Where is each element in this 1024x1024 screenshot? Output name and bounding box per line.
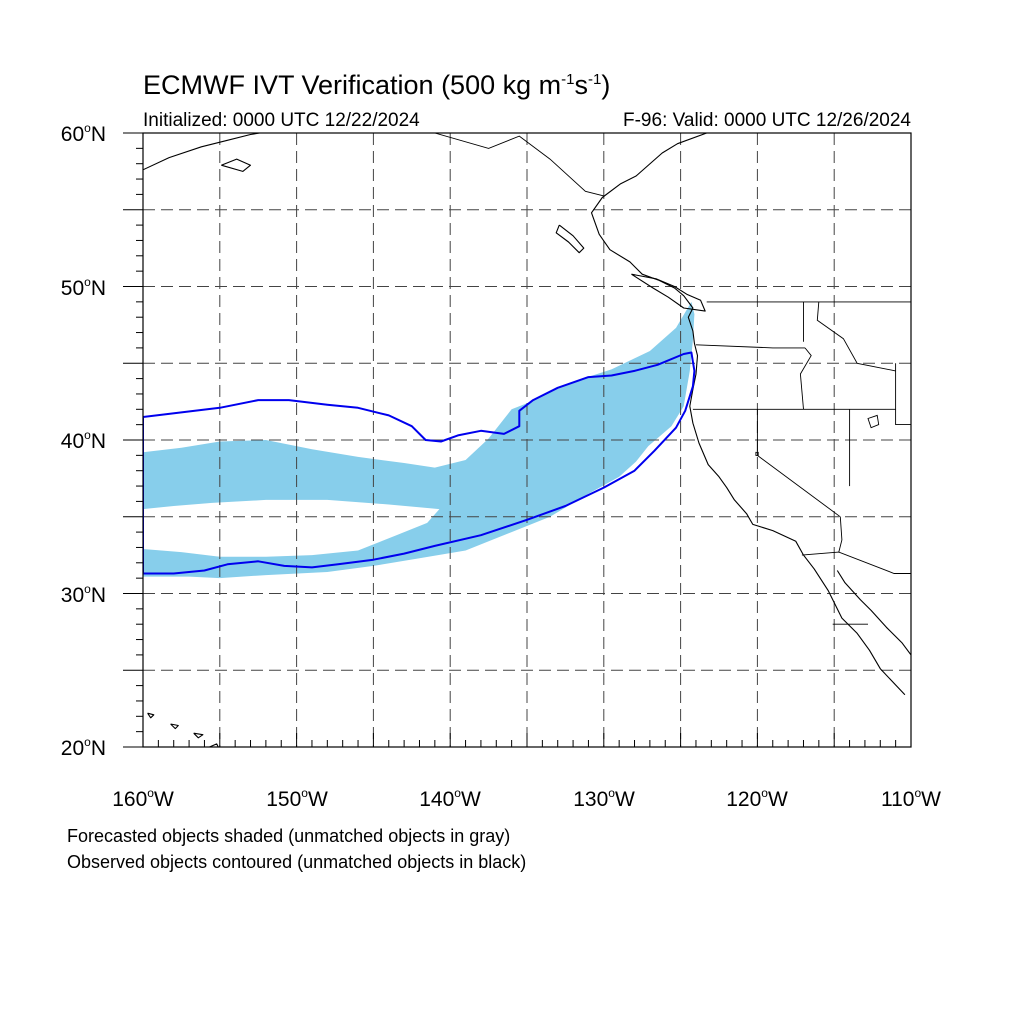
observed-ivt-contour [143,351,696,575]
initialized-time: Initialized: 0000 UTC 12/22/2024 [143,110,420,131]
north-america-coast [590,133,906,696]
alaska-canada-border [434,133,604,197]
graticule [143,133,911,747]
wy-id-border [895,363,911,426]
ca-az-border [838,516,843,553]
us-mexico-border [801,551,911,574]
alaska-coast [143,133,260,171]
hawaii-maui [193,732,204,739]
lon-label-160w: 160oW [112,786,174,811]
lat-label-40: 40oN [60,428,106,453]
chart-title: ECMWF IVT Verification (500 kg m-1s-1) [143,70,610,101]
valid-time: F-96: Valid: 0000 UTC 12/26/2024 [623,110,911,131]
lat-label-50: 50oN [60,275,106,300]
title-sup-2: -1 [587,71,602,88]
map-frame [142,132,912,748]
lat-label-60: 60oN [60,121,106,146]
hawaii-kauai [147,712,155,719]
title-end: ) [601,70,611,100]
ca-nv-border [756,409,841,518]
title-sup-1: -1 [561,71,575,88]
lake-tahoe [755,451,759,456]
gulf-of-california-coast [836,570,911,656]
great-salt-lake [867,414,880,429]
lon-label-110w: 110oW [881,786,941,811]
kodiak-coast [221,158,252,172]
title-mid: s [574,70,588,100]
hawaii-big-island [208,743,219,747]
lon-label-140w: 140oW [419,786,481,811]
or-id-border [799,347,812,410]
title-text: ECMWF IVT Verification (500 kg m [143,70,562,100]
lon-label-150w: 150oW [266,786,328,811]
lat-label-30: 30oN [60,582,106,607]
coastline-layer [143,133,911,747]
lon-label-120w: 120oW [726,786,788,811]
legend-note-forecast: Forecasted objects shaded (unmatched obj… [67,826,511,846]
observed-layer [143,351,696,575]
wa-or-border [695,344,805,349]
tick-marks [123,132,912,748]
lat-label-20: 20oN [60,735,106,760]
id-mt-border [816,301,896,372]
lon-label-130w: 130oW [573,786,635,811]
hawaii-oahu [170,723,179,730]
haida-gwaii-coast [555,224,585,254]
vancouver-island-coast [631,273,706,312]
legend-note-observed: Observed objects contoured (unmatched ob… [67,852,527,872]
